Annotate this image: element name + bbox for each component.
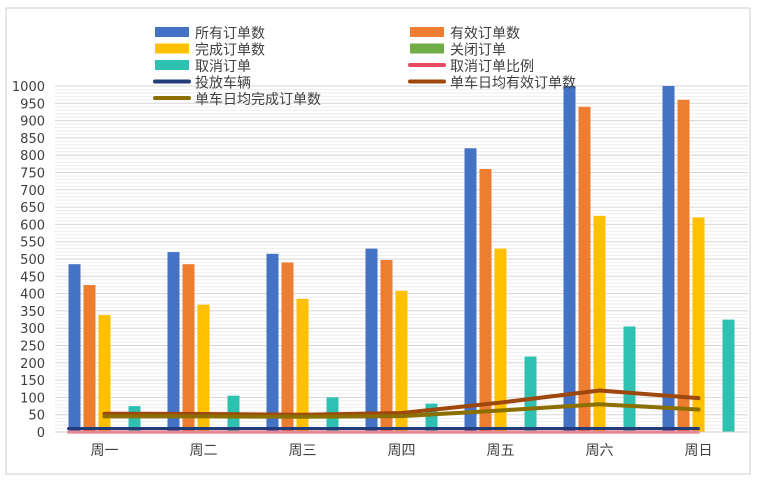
y-tick-label: 650 [20, 201, 45, 216]
x-tick-label: 周四 [388, 443, 416, 459]
y-axis-ticks: 0 50 100 150 200 250 300 350 400 450 500 550 600 650 7… [12, 80, 45, 441]
y-tick-label: 800 [20, 149, 45, 164]
bar-取消订单-周日 [722, 319, 735, 432]
line-单车日均有效订单数 [102, 388, 701, 417]
y-tick-label: 250 [20, 340, 45, 355]
bar-有效订单数-周日 [677, 99, 690, 433]
bar-完成订单数-周二 [197, 304, 210, 432]
bar-完成订单数-周日 [692, 217, 705, 432]
bar-所有订单数-周四 [365, 248, 378, 432]
y-tick-label: 50 [28, 409, 45, 424]
y-tick-label: 700 [20, 184, 45, 199]
bar-有效订单数-周一 [83, 285, 96, 432]
legend-label: 有效订单数 [450, 26, 520, 42]
y-tick-label: 1000 [12, 80, 45, 95]
x-tick-label: 周六 [586, 443, 614, 459]
bar-有效订单数-周六 [578, 106, 591, 433]
legend-label: 取消订单 [195, 59, 251, 75]
y-tick-label: 950 [20, 97, 45, 112]
x-tick-label: 周一 [91, 443, 119, 459]
legend-swatch [410, 43, 444, 54]
y-tick-label: 0 [37, 426, 45, 441]
legend-swatch [155, 60, 189, 70]
bar-完成订单数-周四 [395, 290, 408, 432]
bar-有效订单数-周五 [479, 169, 492, 432]
bar-marks [68, 86, 735, 433]
y-tick-label: 600 [20, 218, 45, 233]
x-tick-label: 周五 [487, 443, 515, 459]
bar-完成订单数-周三 [296, 298, 309, 432]
bar-有效订单数-周四 [380, 260, 393, 432]
bar-所有订单数-周六 [563, 86, 576, 432]
bar-所有订单数-周五 [464, 148, 477, 433]
bar-取消订单-周五 [524, 356, 537, 432]
legend-swatch [410, 27, 444, 37]
x-tick-label: 周三 [289, 443, 317, 459]
legend-swatch [155, 43, 189, 54]
y-tick-label: 200 [20, 357, 45, 372]
y-tick-label: 400 [20, 288, 45, 303]
y-tick-label: 150 [20, 374, 45, 389]
y-tick-label: 300 [20, 322, 45, 337]
y-tick-label: 100 [20, 391, 45, 406]
y-tick-label: 450 [20, 270, 45, 285]
bar-所有订单数-周三 [266, 253, 279, 432]
x-tick-label: 周二 [190, 443, 218, 459]
x-axis-ticks: 周一 周二 周三 周四 周五 周六 周日 [91, 443, 713, 459]
bar-完成订单数-周一 [98, 315, 111, 432]
y-tick-label: 850 [20, 132, 45, 147]
y-tick-label: 350 [20, 305, 45, 320]
bar-有效订单数-周三 [281, 262, 294, 432]
y-tick-label: 900 [20, 115, 45, 130]
bar-完成订单数-周六 [593, 215, 606, 433]
legend-label: 完成订单数 [195, 43, 265, 59]
y-tick-label: 500 [20, 253, 45, 268]
x-tick-label: 周日 [685, 443, 713, 459]
bar-有效订单数-周二 [182, 264, 195, 432]
y-tick-label: 750 [20, 167, 45, 182]
legend-label: 投放车辆 [195, 75, 251, 92]
y-tick-label: 550 [20, 236, 45, 251]
legend-swatch [155, 27, 189, 37]
bar-取消订单-周六 [623, 326, 636, 432]
legend-label: 所有订单数 [195, 26, 265, 42]
line-单车日均完成订单数 [102, 402, 701, 419]
bar-所有订单数-周一 [68, 264, 81, 432]
bar-完成订单数-周五 [494, 248, 507, 432]
legend-label: 单车日均有效订单数 [450, 75, 576, 92]
bar-所有订单数-周日 [662, 86, 675, 432]
bar-所有订单数-周二 [167, 252, 180, 432]
legend-label: 单车日均完成订单数 [195, 91, 321, 108]
legend-label: 取消订单比例 [450, 59, 534, 75]
legend-label: 关闭订单 [450, 43, 506, 59]
